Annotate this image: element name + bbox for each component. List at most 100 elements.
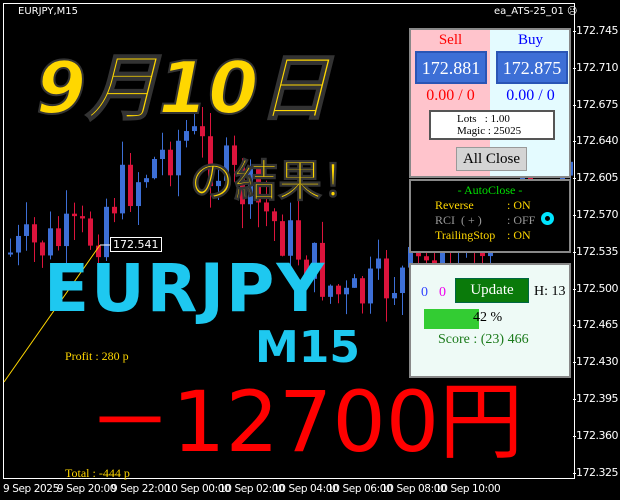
price-tick: 172.325: [573, 465, 619, 479]
candle: [256, 166, 261, 228]
candle: [272, 208, 277, 241]
candle: [248, 159, 253, 219]
result-overlay: の結果！: [190, 156, 367, 207]
candle: [184, 120, 189, 148]
candle: [72, 202, 77, 241]
candle: [368, 256, 373, 314]
candle: [40, 240, 45, 268]
price-tick: 172.360: [573, 428, 619, 442]
candle: [360, 276, 365, 314]
sell-button[interactable]: 172.881: [415, 51, 487, 84]
trade-panel: Sell Buy 172.881 172.875 0.00 / 0 0.00 /…: [409, 28, 571, 178]
candle: [200, 107, 205, 158]
candle: [264, 180, 269, 227]
candle: [24, 202, 29, 251]
candle: [216, 164, 221, 200]
sell-label: Sell: [438, 32, 463, 48]
score-panel: 0 0 Update H: 13 42 % Score : (23) 466: [409, 263, 571, 378]
candle: [192, 107, 197, 135]
candle: [400, 265, 405, 316]
candle: [176, 129, 181, 197]
candle: [320, 221, 325, 301]
h-label: H: 13: [534, 284, 566, 299]
date-overlay: 9月10日: [35, 46, 331, 130]
candle: [296, 198, 301, 266]
candle: [136, 172, 141, 226]
progress-bar: [424, 309, 554, 329]
candle: [384, 250, 389, 322]
reverse-value[interactable]: : ON: [507, 198, 531, 212]
time-tick: 10 Sep 06:00: [327, 483, 393, 495]
candlestick-series: [8, 107, 573, 322]
price-tick: 172.535: [573, 244, 619, 258]
price-tick: 172.430: [573, 355, 619, 369]
price-tick: 172.465: [573, 318, 619, 332]
price-tick: 172.640: [573, 134, 619, 148]
price-tick: 172.500: [573, 281, 619, 295]
all-close-button[interactable]: All Close: [456, 147, 527, 171]
trailing-value[interactable]: : ON: [507, 228, 531, 242]
time-tick: 10 Sep 02:00: [219, 483, 285, 495]
candle: [392, 277, 397, 306]
time-tick: 10 Sep 00:00: [165, 483, 231, 495]
update-button[interactable]: Update: [455, 278, 529, 303]
ea-name: ea_ATS-25_01: [494, 6, 564, 17]
lots-magic-box: Lots : 1.00 Magic : 25025: [429, 110, 555, 140]
candle: [352, 274, 357, 288]
price-tick: 172.675: [573, 97, 619, 111]
time-tick: 9 Sep 20:00: [57, 483, 117, 495]
status-ring-icon: [541, 212, 554, 225]
candle: [336, 284, 341, 304]
lots-text: Lots : 1.00: [457, 113, 510, 125]
price-tick: 172.395: [573, 392, 619, 405]
rci-value[interactable]: : OFF: [507, 213, 536, 227]
candle: [376, 239, 381, 280]
symbol-title: EURJPY,M15: [18, 6, 78, 17]
autoclose-title: - AutoClose -: [457, 183, 523, 197]
progress-text: 42 %: [473, 310, 503, 325]
price-tick: 172.605: [573, 171, 619, 185]
rci-label: RCI ( + ): [435, 213, 482, 227]
candle: [96, 234, 101, 263]
candle: [120, 141, 125, 220]
candle: [280, 214, 285, 257]
candle: [240, 158, 245, 229]
buy-pl: 0.00 / 0: [506, 87, 555, 104]
time-tick: 10 Sep 10:00: [435, 483, 501, 495]
buy-label: Buy: [517, 32, 543, 48]
candle: [208, 113, 213, 208]
time-tick: 9 Sep 2025: [3, 483, 59, 495]
candle: [128, 153, 133, 212]
price-tick: 172.710: [573, 60, 619, 74]
candle: [152, 156, 157, 180]
pair-overlay: EURJPY: [44, 250, 327, 327]
amount-overlay: －12700円: [88, 373, 524, 471]
candle: [64, 190, 69, 271]
price-chart[interactable]: [3, 3, 575, 479]
magic-text: Magic : 25025: [457, 125, 522, 137]
time-tick: 9 Sep 22:00: [111, 483, 171, 495]
candle: [232, 135, 237, 183]
time-tick: 10 Sep 08:00: [381, 483, 447, 495]
profit-text: Profit : 280 p: [65, 349, 129, 363]
candle: [88, 211, 93, 250]
candle: [16, 224, 21, 266]
candle: [32, 217, 37, 262]
price-tick: 172.570: [573, 208, 619, 221]
candle: [224, 137, 229, 190]
time-tick: 10 Sep 04:00: [273, 483, 339, 495]
candle: [304, 255, 309, 280]
candle: [112, 198, 117, 223]
buy-button[interactable]: 172.875: [496, 51, 568, 84]
sell-pl: 0.00 / 0: [426, 87, 475, 104]
reverse-label: Reverse: [435, 198, 474, 212]
candle: [328, 284, 333, 304]
total-text: Total : -444 p: [65, 466, 130, 480]
autoclose-panel: - AutoClose - Reverse : ON RCI ( + ) : O…: [409, 179, 571, 253]
sad-face-icon: ☹: [567, 6, 578, 17]
candle: [160, 132, 165, 176]
price-label: 172.541: [110, 237, 162, 252]
timeframe-overlay: M15: [255, 322, 361, 373]
count-magenta: 0: [439, 285, 446, 300]
